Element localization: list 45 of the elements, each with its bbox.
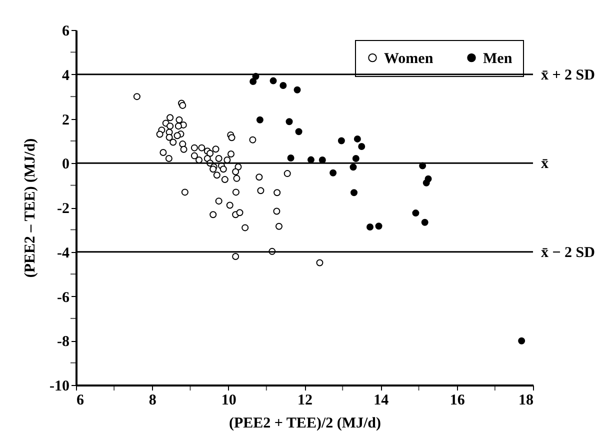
ref-line-label: x̄ [541,156,549,172]
point [338,137,345,144]
x-tick-label: 12 [298,392,312,408]
point [350,189,358,196]
point [518,337,526,344]
y-tick-label: -2 [57,201,70,217]
x-tick-label: 8 [148,392,156,408]
y-tick-label: -8 [57,334,70,350]
point [250,78,257,85]
ref-line-label: x̄ + 2 SD [541,67,596,84]
point [256,116,264,124]
y-tick-label: 4 [62,68,70,84]
legend-label: Men [483,50,513,67]
x-axis-title: (PEE2 + TEE)/2 (MJ/d) [228,416,382,432]
point [422,179,430,186]
x-tick-label: 6 [76,392,84,408]
point [270,77,277,84]
y-axis-title: (PEE2 – TEE) (MJ/d) [22,138,39,278]
legend-label: Women [384,50,434,67]
point [358,142,366,150]
y-tick-label: 6 [62,24,70,40]
ref-line-label: x̄ − 2 SD [541,244,596,261]
point [330,169,337,176]
point [412,210,420,217]
point [421,218,428,226]
y-tick-label: 0 [62,156,70,173]
y-tick-label: -10 [50,378,70,394]
x-tick-label: 10 [221,392,236,408]
y-tick-label: -4 [57,245,70,262]
point [295,128,302,136]
point [375,222,382,230]
x-tick-label: 16 [450,392,466,408]
point [366,224,374,231]
point [280,82,287,89]
x-tick-label: 18 [518,392,534,408]
point [307,156,314,164]
point [350,164,357,171]
y-tick-label: 2 [62,112,70,128]
point [287,154,294,162]
x-tick-label: 14 [374,392,390,408]
y-tick-label: -6 [57,290,70,306]
point [352,154,360,162]
point [294,86,301,94]
point [354,135,361,142]
point [286,118,293,126]
